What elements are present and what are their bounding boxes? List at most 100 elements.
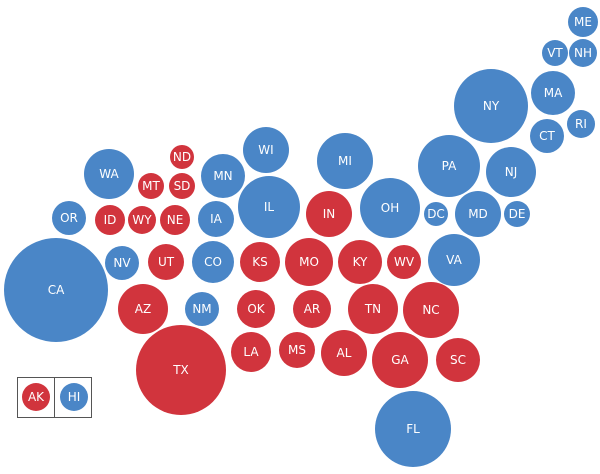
- state-label-md: MD: [468, 207, 488, 221]
- state-label-nc: NC: [422, 303, 439, 317]
- state-bubble-nd: [170, 145, 194, 169]
- state-label-ak: AK: [28, 390, 45, 404]
- state-bubble-tn: [348, 284, 398, 334]
- state-label-tn: TN: [364, 302, 381, 316]
- state-bubble-ct: [530, 119, 564, 153]
- state-bubble-wi: [243, 127, 289, 173]
- state-label-sd: SD: [174, 179, 191, 193]
- state-label-hi: HI: [68, 390, 81, 404]
- state-bubble-la: [231, 332, 271, 372]
- state-label-az: AZ: [135, 302, 151, 316]
- state-bubble-il: [238, 176, 300, 238]
- state-label-me: ME: [574, 15, 592, 29]
- state-label-ks: KS: [252, 255, 268, 269]
- state-label-ok: OK: [247, 302, 265, 316]
- state-label-ia: IA: [210, 212, 223, 226]
- state-bubble-oh: [360, 178, 420, 238]
- state-bubble-de: [504, 201, 530, 227]
- state-label-nh: NH: [574, 46, 592, 60]
- state-label-ms: MS: [288, 343, 306, 357]
- state-bubble-ri: [567, 110, 595, 138]
- state-bubble-ma: [531, 71, 575, 115]
- state-bubble-ky: [338, 240, 382, 284]
- state-label-ga: GA: [391, 353, 409, 367]
- state-bubble-mn: [201, 154, 245, 198]
- state-label-al: AL: [337, 346, 352, 360]
- state-bubble-wa: [84, 149, 134, 199]
- state-bubble-ga: [372, 332, 428, 388]
- state-label-ar: AR: [304, 302, 321, 316]
- state-label-wv: WV: [394, 255, 415, 269]
- state-label-mt: MT: [142, 179, 160, 193]
- state-bubble-mo: [285, 238, 333, 286]
- state-label-mi: MI: [338, 154, 352, 168]
- state-label-vt: VT: [547, 46, 563, 60]
- state-label-nm: NM: [192, 302, 211, 316]
- state-bubble-dc: [424, 202, 448, 226]
- state-bubble-nv: [105, 246, 139, 280]
- state-label-de: DE: [509, 207, 526, 221]
- state-bubble-hi: [60, 383, 88, 411]
- state-label-ny: NY: [483, 99, 500, 113]
- state-bubble-mt: [138, 173, 164, 199]
- state-label-fl: FL: [406, 422, 420, 436]
- state-bubble-va: [428, 234, 480, 286]
- state-label-sc: SC: [450, 353, 466, 367]
- state-label-or: OR: [60, 211, 78, 225]
- state-bubble-vt: [542, 40, 568, 66]
- state-bubble-me: [568, 7, 598, 37]
- state-bubble-or: [52, 201, 86, 235]
- state-bubble-az: [118, 284, 168, 334]
- state-bubble-ne: [160, 205, 190, 235]
- state-bubble-ar: [293, 290, 331, 328]
- state-label-id: ID: [104, 213, 117, 227]
- state-bubble-pa: [418, 135, 480, 197]
- state-label-wi: WI: [258, 143, 273, 157]
- state-bubble-ia: [198, 201, 234, 237]
- state-bubble-md: [455, 191, 501, 237]
- state-label-ct: CT: [539, 129, 555, 143]
- state-bubble-ny: [454, 69, 528, 143]
- state-label-wa: WA: [99, 167, 119, 181]
- state-bubble-wy: [128, 206, 156, 234]
- state-bubble-ca: [4, 238, 108, 342]
- state-label-ri: RI: [575, 117, 587, 131]
- state-label-nd: ND: [173, 150, 191, 164]
- state-label-ky: KY: [353, 255, 368, 269]
- state-label-co: CO: [204, 255, 222, 269]
- state-label-dc: DC: [427, 207, 445, 221]
- state-bubble-tx: [136, 325, 226, 415]
- state-label-pa: PA: [442, 159, 457, 173]
- state-label-nv: NV: [113, 256, 131, 270]
- state-label-in: IN: [323, 207, 336, 221]
- state-label-il: IL: [264, 200, 275, 214]
- state-label-mn: MN: [213, 169, 232, 183]
- state-bubble-ut: [148, 244, 184, 280]
- state-label-ne: NE: [167, 213, 184, 227]
- state-bubble-wv: [387, 245, 421, 279]
- state-label-va: VA: [446, 253, 462, 267]
- state-label-ut: UT: [158, 255, 175, 269]
- state-bubble-nm: [185, 292, 219, 326]
- state-label-nj: NJ: [505, 165, 518, 179]
- state-label-ca: CA: [48, 283, 65, 297]
- state-bubble-id: [95, 205, 125, 235]
- state-bubble-ok: [237, 290, 275, 328]
- state-label-oh: OH: [381, 201, 399, 215]
- state-bubble-in: [306, 191, 352, 237]
- state-bubble-nj: [486, 147, 536, 197]
- state-bubble-ms: [279, 332, 315, 368]
- state-label-la: LA: [243, 345, 259, 359]
- state-label-wy: WY: [132, 213, 152, 227]
- state-bubble-nh: [569, 39, 597, 67]
- state-bubble-ak: [22, 383, 50, 411]
- state-label-tx: TX: [172, 363, 189, 377]
- state-label-mo: MO: [299, 255, 319, 269]
- state-label-ma: MA: [544, 86, 563, 100]
- state-bubble-nc: [403, 282, 459, 338]
- state-bubble-mi: [317, 133, 373, 189]
- state-bubble-fl: [375, 391, 451, 467]
- state-bubble-ks: [240, 242, 280, 282]
